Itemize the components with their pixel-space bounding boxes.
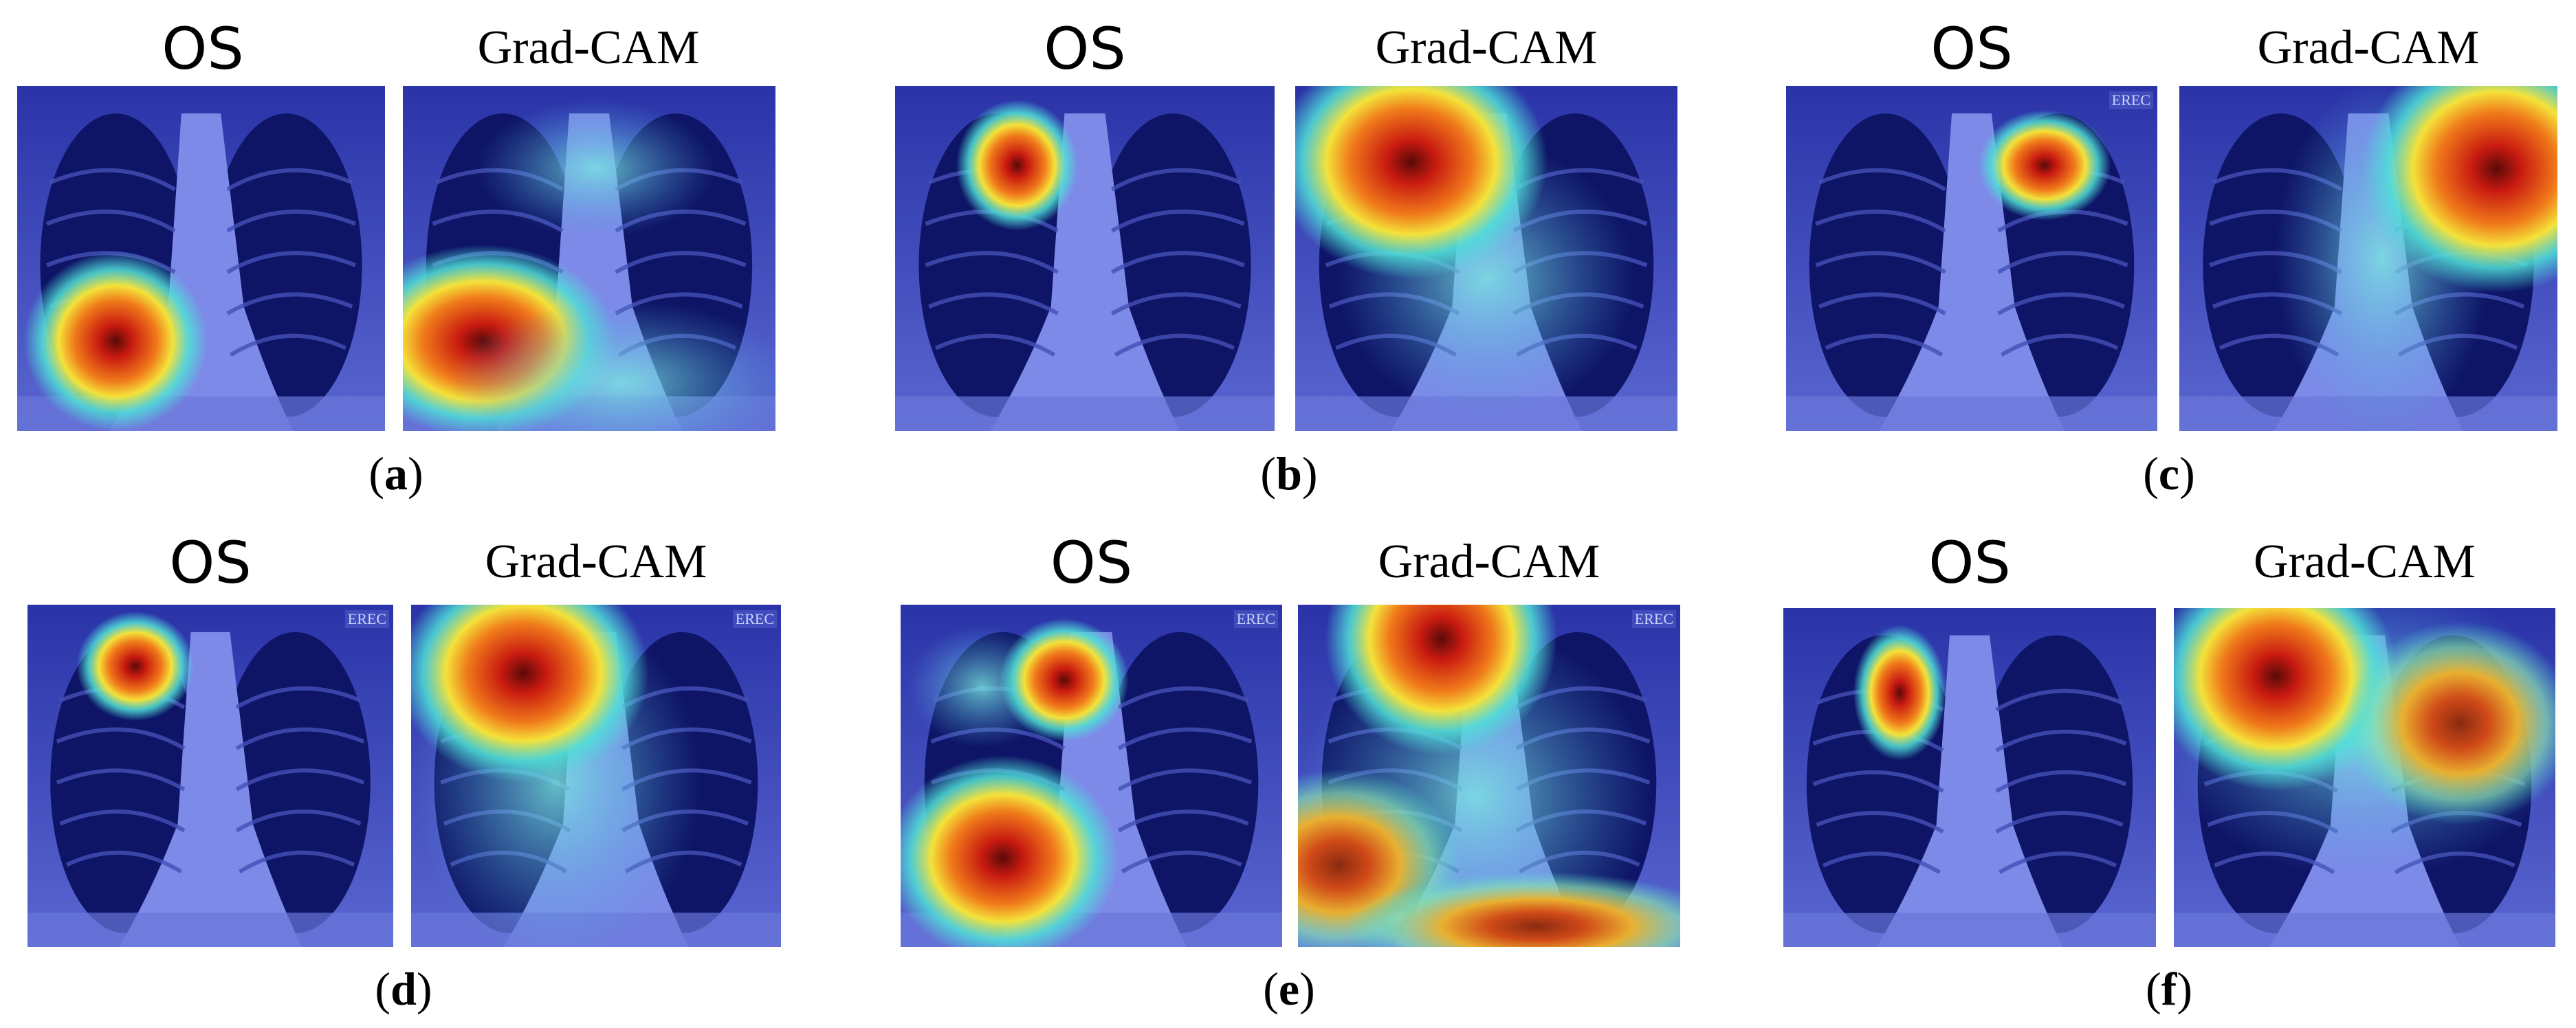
gradcam-header: Grad-CAM: [477, 21, 700, 74]
gradcam-heatmap-image: [1295, 86, 1677, 431]
os-heatmap-image: EREC: [27, 605, 393, 947]
image-marker-tag: EREC: [732, 610, 777, 628]
os-header: OS: [1928, 529, 2011, 596]
gradcam-header: Grad-CAM: [2257, 21, 2480, 74]
panel-caption: (e): [1263, 963, 1315, 1015]
gradcam-header: Grad-CAM: [1375, 21, 1598, 74]
os-heatmap-image: [895, 86, 1275, 431]
gradcam-header: Grad-CAM: [1378, 535, 1600, 588]
panel-caption: (f): [2146, 963, 2192, 1015]
os-header: OS: [1050, 529, 1133, 596]
caption-letter: e: [1278, 963, 1300, 1015]
os-header: OS: [1930, 15, 2013, 82]
os-header: OS: [169, 529, 252, 596]
panel-caption: (d): [375, 963, 432, 1015]
gradcam-header: Grad-CAM: [485, 535, 707, 588]
gradcam-heatmap-image: [2174, 608, 2555, 947]
os-header: OS: [1044, 15, 1126, 82]
os-heatmap-image: EREC: [1786, 86, 2157, 431]
panel-caption: (c): [2143, 447, 2195, 500]
caption-letter: d: [390, 963, 417, 1015]
image-marker-tag: EREC: [1233, 610, 1278, 628]
image-marker-tag: EREC: [344, 610, 389, 628]
image-marker-tag: EREC: [2109, 91, 2153, 109]
caption-letter: c: [2158, 447, 2180, 500]
os-header: OS: [162, 15, 244, 82]
os-heatmap-image: [17, 86, 385, 431]
caption-letter: f: [2161, 963, 2177, 1015]
image-marker-tag: EREC: [1631, 610, 1676, 628]
os-heatmap-image: [1783, 608, 2156, 947]
gradcam-header: Grad-CAM: [2254, 535, 2476, 588]
panel-caption: (b): [1260, 447, 1318, 500]
gradcam-heatmap-image: EREC: [411, 605, 781, 947]
gradcam-heatmap-image: [403, 86, 775, 431]
os-heatmap-image: EREC: [901, 605, 1282, 947]
gradcam-heatmap-image: [2179, 86, 2557, 431]
panel-caption: (a): [368, 447, 423, 500]
caption-letter: b: [1276, 447, 1302, 500]
gradcam-heatmap-image: EREC: [1298, 605, 1680, 947]
caption-letter: a: [384, 447, 408, 500]
